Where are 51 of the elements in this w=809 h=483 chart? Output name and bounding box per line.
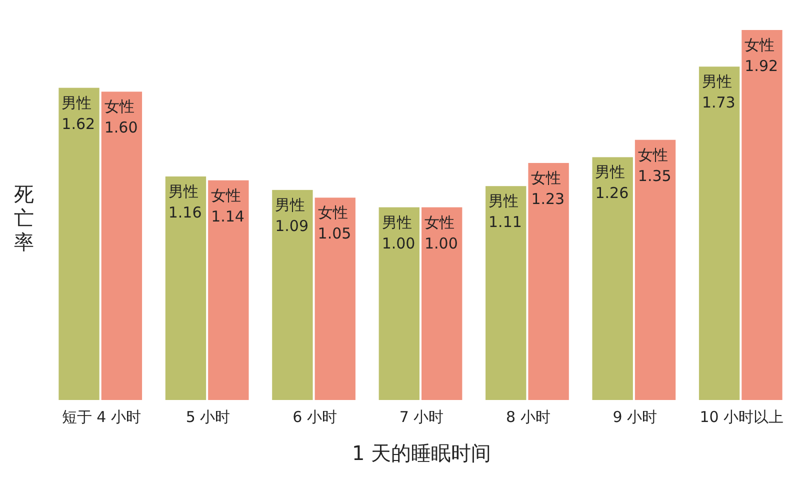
text: 女性	[531, 168, 562, 187]
data-label: 1.23	[531, 190, 565, 208]
text: 男性	[275, 196, 306, 214]
data-label: 1.11	[488, 213, 522, 232]
data-label: 1.60	[104, 118, 138, 137]
x-tick-label: 10 小时以上	[700, 408, 784, 426]
text: 女性	[211, 186, 242, 204]
text: 男性	[702, 72, 732, 91]
data-label: 1.62	[62, 114, 96, 133]
x-tick-label: 6 小时	[292, 408, 337, 426]
bar	[101, 92, 142, 400]
x-tick-label: 7 小时	[399, 408, 444, 426]
bar	[486, 186, 526, 400]
series-label: 女性	[104, 98, 134, 116]
data-label: 1.35	[638, 166, 672, 185]
text: 男性	[382, 213, 412, 232]
text: 男性	[488, 192, 519, 210]
text: 男性	[595, 163, 626, 182]
bar	[314, 198, 356, 400]
bar	[272, 190, 313, 400]
x-tick-label: 8 小时	[506, 408, 550, 426]
x-tick-label: 5 小时	[186, 408, 230, 426]
bar	[698, 66, 740, 400]
bar	[742, 30, 782, 400]
bar	[58, 88, 100, 400]
data-label: 1.09	[275, 216, 309, 235]
bar	[378, 207, 420, 400]
data-label: 1.00	[382, 234, 416, 252]
bar	[634, 140, 676, 400]
text: 女性	[744, 36, 775, 54]
y-axis-title: 死亡率	[14, 182, 34, 254]
series-label: 男性	[62, 94, 92, 112]
x-tick-label: 9 小时	[612, 408, 658, 426]
text: 男性	[168, 182, 198, 200]
bar	[165, 176, 206, 400]
data-label: 1.16	[168, 203, 202, 222]
data-label: 1.92	[744, 57, 778, 75]
data-label: 1.14	[211, 207, 244, 226]
x-axis-title: 1 天的睡眠时间	[352, 441, 492, 465]
text: 女性	[638, 146, 668, 164]
bar	[592, 157, 633, 400]
data-label: 1.00	[424, 234, 458, 252]
bar	[528, 162, 569, 400]
bar	[422, 207, 462, 400]
data-label: 1.26	[595, 184, 629, 202]
x-tick-label: 短于 4 小时	[62, 408, 141, 426]
text: 女性	[318, 204, 348, 222]
data-label: 1.73	[702, 94, 736, 112]
text: 女性	[424, 213, 454, 232]
bar	[208, 180, 249, 400]
data-label: 1.05	[318, 224, 352, 243]
